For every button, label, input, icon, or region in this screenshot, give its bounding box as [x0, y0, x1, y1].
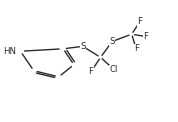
Text: F: F: [143, 32, 148, 41]
Text: S: S: [80, 42, 85, 51]
Text: S: S: [109, 37, 115, 46]
Text: F: F: [134, 44, 139, 53]
Text: F: F: [137, 17, 142, 26]
Text: Cl: Cl: [110, 65, 118, 74]
Text: HN: HN: [3, 47, 16, 56]
Text: F: F: [88, 67, 93, 76]
